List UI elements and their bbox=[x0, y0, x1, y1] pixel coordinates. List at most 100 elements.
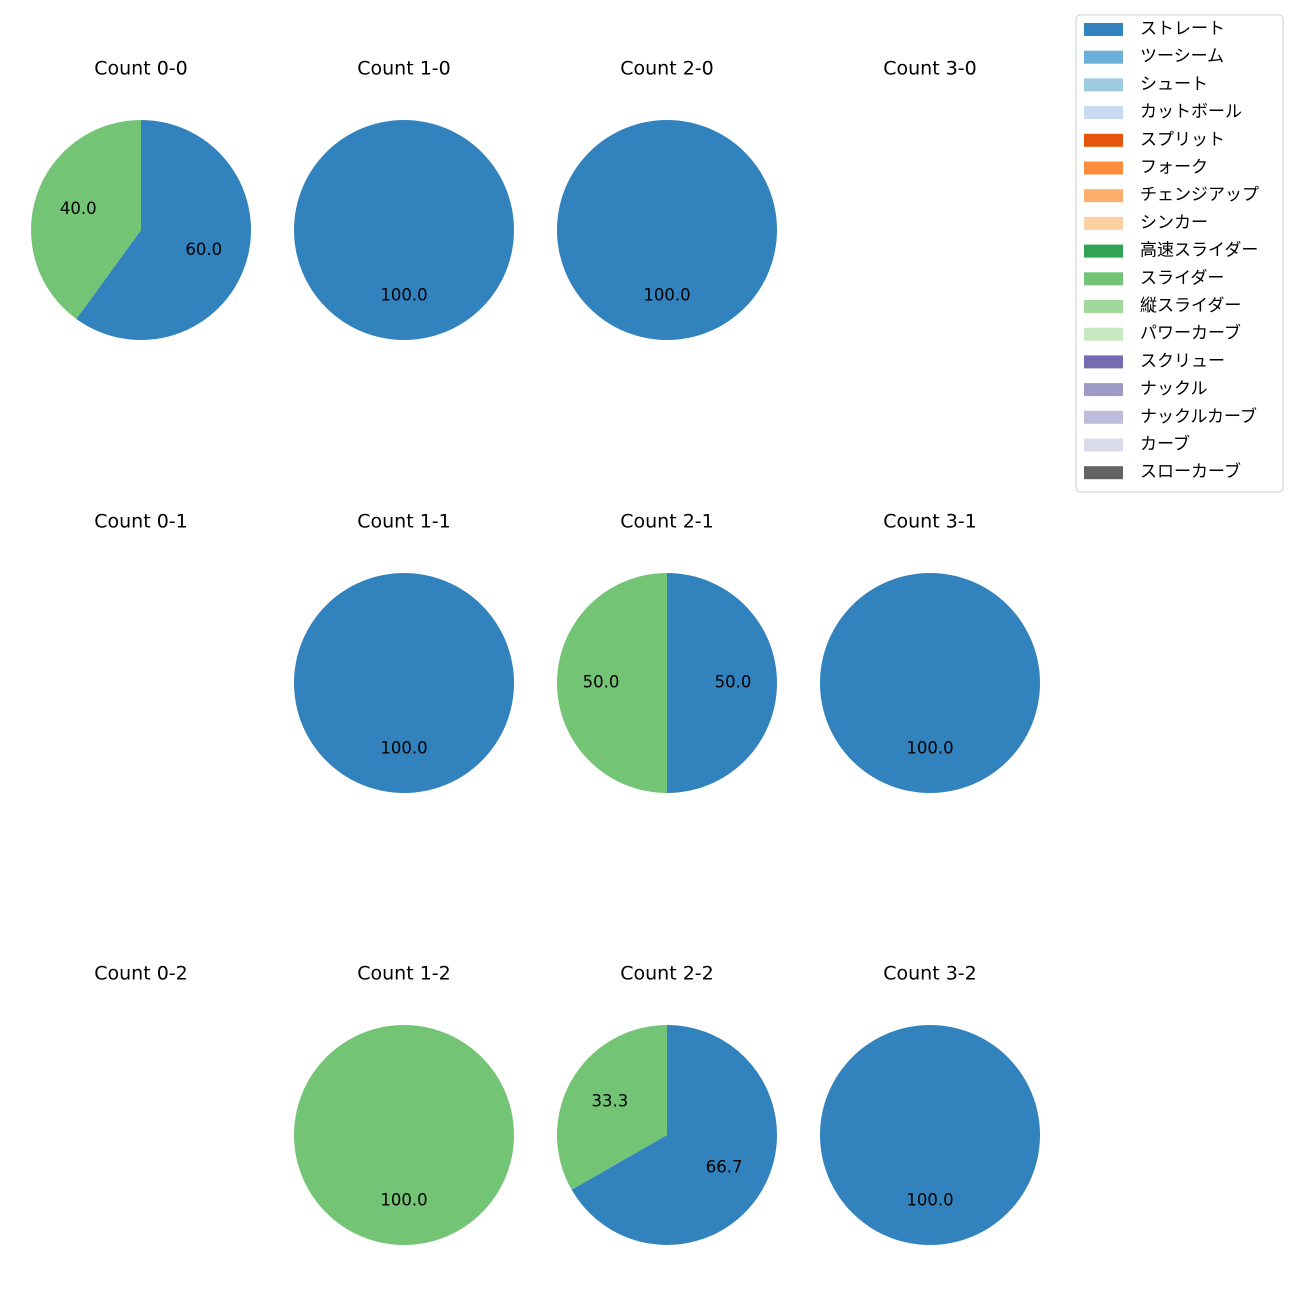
legend-label: スプリット bbox=[1140, 130, 1225, 150]
slice-label: 100.0 bbox=[380, 739, 427, 758]
legend-item: ナックル bbox=[1084, 379, 1208, 399]
pie-slice bbox=[30, 120, 141, 319]
legend-label: カットボール bbox=[1140, 102, 1242, 122]
legend-label: フォーク bbox=[1140, 158, 1208, 178]
legend-label: ナックル bbox=[1140, 379, 1208, 399]
legend-swatch bbox=[1084, 78, 1123, 92]
legend-swatch bbox=[1084, 327, 1123, 341]
panel-title: Count 1-0 bbox=[357, 58, 451, 80]
pie-slice bbox=[294, 573, 514, 793]
slice-label: 50.0 bbox=[715, 673, 752, 692]
pie-slice bbox=[667, 573, 777, 793]
legend-swatch bbox=[1084, 23, 1123, 36]
legend-label: 高速スライダー bbox=[1140, 241, 1258, 261]
legend-item: スプリット bbox=[1084, 130, 1225, 150]
pie-panel: Count 3-1 100.0 bbox=[820, 511, 1040, 793]
legend-label: パワーカーブ bbox=[1140, 323, 1241, 344]
pie-slice bbox=[556, 1025, 667, 1190]
legend-label: スクリュー bbox=[1140, 351, 1225, 371]
legend-label: ツーシーム bbox=[1140, 47, 1224, 67]
panel-title: Count 2-0 bbox=[620, 58, 714, 80]
legend-item: 縦スライダー bbox=[1084, 296, 1241, 316]
slice-label: 40.0 bbox=[60, 199, 97, 218]
legend-label: シンカー bbox=[1140, 213, 1208, 233]
legend-label: カーブ bbox=[1140, 434, 1190, 455]
legend-swatch bbox=[1084, 106, 1123, 120]
slice-label: 100.0 bbox=[906, 1191, 953, 1210]
legend-label: シュート bbox=[1140, 74, 1208, 94]
legend-item: スライダー bbox=[1084, 268, 1224, 288]
slice-label: 100.0 bbox=[643, 286, 690, 305]
legend-swatch bbox=[1084, 50, 1123, 64]
legend-item: スクリュー bbox=[1084, 351, 1225, 371]
legend-label: 縦スライダー bbox=[1140, 296, 1241, 316]
legend-label: スライダー bbox=[1140, 268, 1224, 288]
legend-item: フォーク bbox=[1084, 158, 1208, 178]
pie-panel: Count 0-1 bbox=[94, 511, 188, 533]
slice-label: 33.3 bbox=[592, 1091, 629, 1110]
legend-item: シンカー bbox=[1084, 213, 1208, 233]
slice-label: 100.0 bbox=[380, 286, 427, 305]
legend: ストレートツーシームシュートカットボールスプリットフォークチェンジアップシンカー… bbox=[1075, 14, 1284, 493]
pie-slice bbox=[820, 573, 1040, 793]
legend-item: ツーシーム bbox=[1084, 47, 1224, 67]
legend-label: ナックルカーブ bbox=[1140, 406, 1257, 427]
pie-slice bbox=[571, 1025, 777, 1245]
pie-panel: Count 1-2 100.0 bbox=[294, 963, 514, 1245]
pie-panel: Count 3-0 bbox=[883, 58, 977, 80]
legend-swatch bbox=[1084, 466, 1123, 480]
panel-title: Count 2-1 bbox=[620, 511, 714, 533]
pie-slice bbox=[820, 1025, 1040, 1245]
legend-swatch bbox=[1084, 355, 1123, 369]
legend-swatch bbox=[1084, 300, 1123, 313]
legend-swatch bbox=[1084, 189, 1123, 203]
pie-panel: Count 0-2 bbox=[94, 963, 188, 985]
pie-slice bbox=[294, 1025, 514, 1245]
legend-item: スローカーブ bbox=[1084, 461, 1241, 482]
panel-title: Count 0-0 bbox=[94, 58, 188, 80]
legend-label: チェンジアップ bbox=[1140, 185, 1259, 205]
panel-title: Count 3-0 bbox=[883, 58, 977, 80]
legend-item: カーブ bbox=[1084, 434, 1190, 455]
legend-item: 高速スライダー bbox=[1084, 241, 1258, 261]
slice-label: 66.7 bbox=[706, 1158, 743, 1177]
slice-label: 100.0 bbox=[906, 739, 953, 758]
pie-slice bbox=[76, 120, 251, 340]
slice-label: 50.0 bbox=[583, 673, 620, 692]
panel-title: Count 0-2 bbox=[94, 963, 188, 985]
panel-title: Count 2-2 bbox=[620, 963, 714, 985]
pie-slice bbox=[557, 120, 777, 340]
pie-panel: Count 1-1 100.0 bbox=[294, 511, 514, 793]
legend-swatch bbox=[1084, 410, 1123, 424]
legend-swatch bbox=[1084, 438, 1123, 452]
panel-title: Count 1-2 bbox=[357, 963, 451, 985]
panel-title: Count 0-1 bbox=[94, 511, 188, 533]
pie-panel: Count 3-2 100.0 bbox=[820, 963, 1040, 1245]
legend-item: パワーカーブ bbox=[1084, 323, 1241, 344]
legend-item: シュート bbox=[1084, 74, 1208, 94]
pie-panel: Count 0-0 60.0 40.0 bbox=[30, 58, 251, 340]
legend-swatch bbox=[1084, 133, 1123, 147]
slice-label: 60.0 bbox=[185, 240, 222, 259]
panel-title: Count 3-2 bbox=[883, 963, 977, 985]
pie-panel: Count 2-0 100.0 bbox=[557, 58, 777, 340]
pie-slice bbox=[557, 573, 667, 793]
slice-label: 100.0 bbox=[380, 1191, 427, 1210]
legend-swatch bbox=[1084, 161, 1123, 175]
legend-item: カットボール bbox=[1084, 102, 1242, 122]
pie-panel: Count 2-1 50.0 50.0 bbox=[557, 511, 777, 793]
pie-panel: Count 2-2 66.7 33.3 bbox=[556, 963, 777, 1245]
legend-swatch bbox=[1084, 216, 1123, 230]
legend-item: ナックルカーブ bbox=[1084, 406, 1257, 427]
legend-label: ストレート bbox=[1140, 19, 1225, 39]
pie-slice bbox=[294, 120, 514, 340]
legend-item: チェンジアップ bbox=[1084, 185, 1259, 205]
legend-frame bbox=[1075, 14, 1284, 493]
legend-swatch bbox=[1084, 244, 1123, 258]
pie-panel: Count 1-0 100.0 bbox=[294, 58, 514, 340]
panel-title: Count 1-1 bbox=[357, 511, 451, 533]
legend-swatch bbox=[1084, 383, 1123, 397]
legend-label: スローカーブ bbox=[1140, 461, 1241, 482]
legend-item: ストレート bbox=[1084, 19, 1225, 39]
